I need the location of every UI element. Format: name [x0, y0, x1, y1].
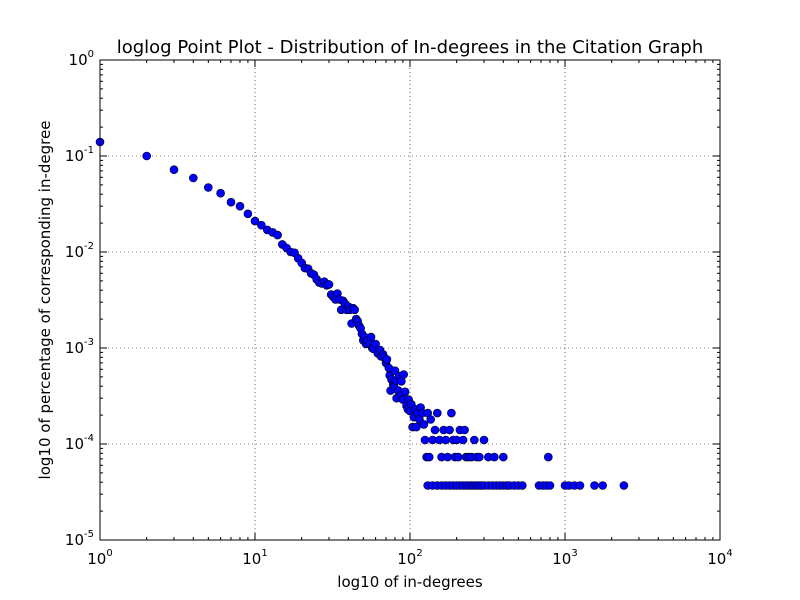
data-point	[412, 422, 421, 432]
data-point	[453, 452, 463, 462]
data-point	[250, 216, 260, 226]
data-point	[445, 425, 454, 435]
y-axis-label: log10 of percentage of corresponding in-…	[36, 121, 54, 480]
data-point	[366, 332, 376, 342]
data-point	[235, 201, 245, 211]
x-tick-label: 101	[242, 548, 267, 568]
data-point	[142, 151, 151, 161]
data-point	[243, 209, 253, 219]
data-point	[189, 173, 198, 183]
x-tick-label: 104	[707, 548, 732, 568]
data-point	[443, 452, 453, 462]
data-point	[432, 408, 442, 418]
data-point	[226, 197, 236, 207]
y-tick-label: 100	[69, 49, 94, 69]
data-point	[420, 435, 430, 445]
data-point	[169, 165, 179, 174]
data-points	[95, 137, 629, 490]
axis-ticks	[99, 59, 721, 541]
x-tick-labels: 100 101 102 103 104	[87, 548, 732, 568]
data-point	[382, 355, 392, 364]
data-point	[474, 452, 484, 462]
y-tick-label: 10-5	[65, 529, 94, 549]
chart-title: loglog Point Plot - Distribution of In-d…	[117, 37, 704, 58]
x-axis-label: log10 of in-degrees	[337, 573, 483, 591]
data-point	[371, 339, 380, 349]
data-point	[479, 435, 489, 445]
y-tick-label: 10-4	[65, 433, 94, 453]
y-tick-label: 10-2	[65, 241, 94, 261]
data-point	[424, 452, 434, 462]
data-point	[204, 183, 213, 192]
data-point	[517, 481, 527, 490]
data-point	[545, 481, 555, 490]
data-point	[430, 425, 440, 435]
data-point	[598, 481, 608, 490]
y-tick-labels: 10-5 10-4 10-3 10-2 10-1 100	[65, 49, 94, 549]
data-point	[324, 280, 334, 289]
x-tick-label: 103	[552, 548, 577, 568]
data-point	[419, 420, 429, 429]
data-point	[400, 387, 410, 397]
x-tick-label: 102	[397, 548, 422, 568]
data-point	[498, 452, 508, 462]
data-point	[257, 220, 266, 230]
data-point	[489, 452, 499, 462]
data-point	[447, 408, 456, 418]
data-point	[575, 481, 585, 490]
data-point	[441, 435, 451, 445]
data-point	[469, 435, 479, 445]
data-point	[426, 415, 436, 424]
data-point	[399, 370, 409, 379]
x-tick-label: 100	[87, 548, 112, 568]
y-tick-label: 10-3	[65, 337, 94, 357]
data-point	[458, 435, 468, 445]
y-tick-label: 10-1	[65, 145, 94, 165]
data-point	[543, 452, 553, 462]
data-point	[460, 425, 469, 435]
data-point	[590, 481, 599, 490]
data-point	[619, 481, 629, 490]
grid	[100, 60, 720, 540]
data-point	[216, 188, 225, 198]
data-point	[350, 305, 360, 315]
data-point	[273, 230, 282, 240]
